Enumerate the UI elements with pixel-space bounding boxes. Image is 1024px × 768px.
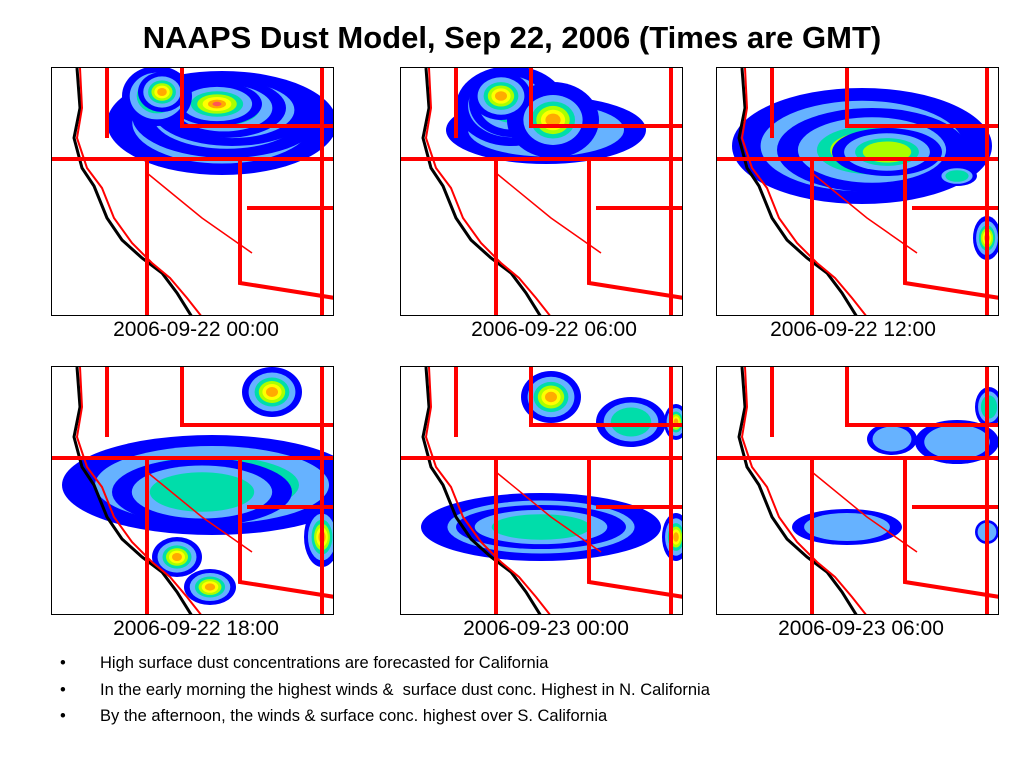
panel-4-time: 2006-09-22 18:00 [113, 617, 279, 640]
border-line [529, 68, 682, 128]
map-panel-5 [400, 366, 683, 615]
border-line [587, 458, 682, 599]
border-line [587, 159, 682, 300]
dust-contour [545, 391, 557, 403]
dust-contour [266, 387, 278, 397]
river-line [495, 471, 602, 553]
coastline [737, 367, 858, 614]
river-line [811, 471, 918, 553]
basemap [401, 68, 682, 315]
dust-field [732, 88, 998, 260]
coastline [421, 68, 542, 315]
dust-contour [491, 514, 591, 540]
bullet-symbol: • [60, 654, 66, 672]
basemap [717, 68, 998, 315]
bullet-item: • High surface dust concentrations are f… [60, 652, 1000, 679]
dust-contour [495, 91, 507, 101]
coastline [72, 367, 193, 614]
dust-contour [804, 512, 890, 542]
border-line [529, 367, 682, 427]
border-line [238, 159, 333, 300]
border-line [238, 458, 333, 599]
dust-contour [945, 170, 969, 182]
dust-field [446, 68, 646, 164]
river-line [495, 172, 602, 254]
dust-field [792, 387, 998, 545]
bullet-text: By the afternoon, the winds & surface co… [100, 707, 608, 725]
dust-map-3 [717, 68, 998, 315]
map-panel-2 [400, 67, 683, 316]
dust-map-4 [52, 367, 333, 614]
dust-contour [673, 532, 679, 542]
dust-contour [545, 113, 561, 127]
dust-contour [212, 101, 222, 107]
basemap [52, 68, 333, 315]
dust-contour [610, 407, 652, 437]
dust-map-5 [401, 367, 682, 614]
coast-border [740, 367, 867, 614]
bullet-text: In the early morning the highest winds &… [100, 680, 710, 699]
map-panel-1 [51, 67, 334, 316]
panel-1-time: 2006-09-22 00:00 [113, 318, 279, 341]
map-panel-4 [51, 366, 334, 615]
map-panel-3 [716, 67, 999, 316]
dust-field [421, 371, 682, 561]
coastline [421, 367, 542, 614]
river-line [146, 471, 253, 553]
dust-field [62, 367, 333, 605]
coastline [737, 68, 858, 315]
bullet-item: • In the early morning the highest winds… [60, 679, 1000, 706]
basemap [52, 367, 333, 614]
border-line [180, 68, 333, 128]
border-line [903, 159, 998, 300]
bullet-item: • By the afternoon, the winds & surface … [60, 705, 1000, 732]
bullet-text: High surface dust concentrations are for… [100, 654, 549, 672]
coast-border [75, 367, 202, 614]
coast-border [424, 367, 551, 614]
dust-contour [204, 583, 216, 591]
dust-map-1 [52, 68, 333, 315]
river-line [146, 172, 253, 254]
coast-border [424, 68, 551, 315]
coast-border [75, 68, 202, 315]
panel-3-time: 2006-09-22 12:00 [770, 318, 936, 341]
border-line [845, 68, 998, 128]
dust-map-6 [717, 367, 998, 614]
dust-contour [872, 426, 912, 452]
coastline [72, 68, 193, 315]
dust-contour [924, 424, 990, 460]
coast-border [740, 68, 867, 315]
panel-6-time: 2006-09-23 06:00 [778, 617, 944, 640]
bullet-symbol: • [60, 680, 66, 699]
basemap [717, 367, 998, 614]
border-line [180, 367, 333, 427]
bullet-symbol: • [60, 707, 66, 725]
river-line [811, 172, 918, 254]
dust-map-2 [401, 68, 682, 315]
page-title: NAAPS Dust Model, Sep 22, 2006 (Times ar… [142, 20, 882, 55]
panel-2-time: 2006-09-22 06:00 [471, 318, 637, 341]
border-line [845, 367, 998, 427]
panel-5-time: 2006-09-23 00:00 [463, 617, 629, 640]
summary-bullets: • High surface dust concentrations are f… [60, 652, 1000, 732]
dust-contour [172, 553, 182, 561]
border-line [903, 458, 998, 599]
basemap [401, 367, 682, 614]
dust-contour [157, 88, 167, 96]
map-panel-6 [716, 366, 999, 615]
dust-contour [149, 472, 255, 512]
